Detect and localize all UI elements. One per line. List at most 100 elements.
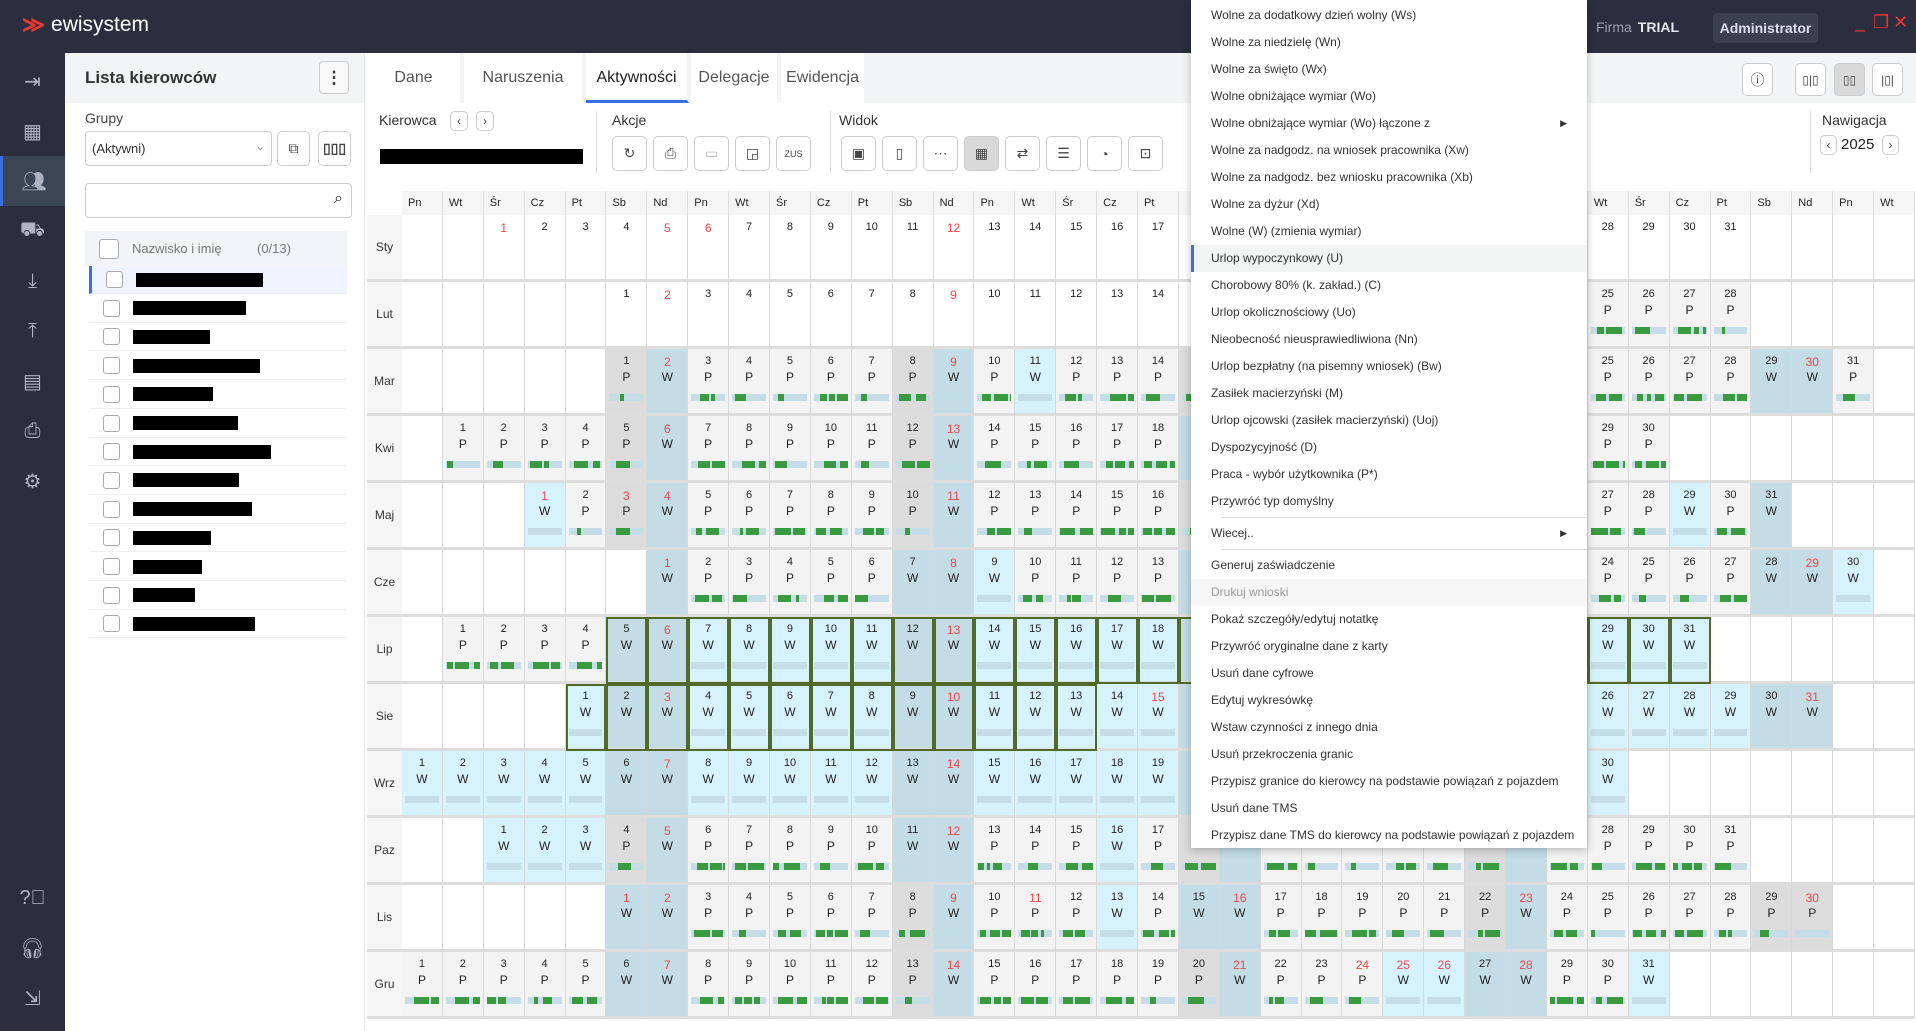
day-cell[interactable]: 14 W: [1097, 684, 1139, 751]
day-cell[interactable]: 4: [606, 215, 648, 282]
day-cell[interactable]: 31 W: [1792, 684, 1834, 751]
day-cell[interactable]: 10 P: [974, 349, 1016, 416]
day-cell[interactable]: 30 P: [1587, 952, 1629, 1019]
day-cell[interactable]: 10 P: [810, 416, 852, 483]
day-cell[interactable]: 13 P: [1097, 349, 1139, 416]
next-driver-button[interactable]: ›: [476, 111, 494, 131]
day-cell[interactable]: 14 W: [933, 952, 975, 1019]
day-cell[interactable]: 6: [810, 282, 852, 349]
day-cell[interactable]: 13 W: [892, 751, 934, 818]
menu-item[interactable]: Wiecej.. ▶: [1191, 520, 1587, 547]
day-cell[interactable]: 28 P: [1710, 885, 1752, 952]
settings-icon[interactable]: ⚙: [23, 470, 42, 493]
day-cell[interactable]: 13 P: [1138, 550, 1179, 617]
search-input[interactable]: ⌕: [85, 183, 352, 218]
menu-item[interactable]: Pokaż szczegóły/edytuj notatkę: [1191, 606, 1587, 633]
day-cell[interactable]: 11 W: [810, 751, 852, 818]
menu-item[interactable]: Nieobecność nieusprawiedliwiona (Nn): [1191, 326, 1587, 353]
day-cell[interactable]: 6: [688, 215, 730, 282]
day-cell[interactable]: 13 P: [1015, 483, 1057, 550]
driver-row[interactable]: [89, 553, 347, 581]
day-cell[interactable]: 13 W: [1097, 885, 1139, 952]
dashboard-icon[interactable]: ▦: [23, 120, 42, 143]
headset-icon[interactable]: 🎧︎: [19, 937, 46, 960]
day-cell[interactable]: 12 W: [933, 818, 975, 885]
list-view-button[interactable]: ☰: [1046, 136, 1081, 171]
day-cell[interactable]: 17 P: [1097, 416, 1139, 483]
day-cell[interactable]: 25 P: [1587, 885, 1629, 952]
menu-item[interactable]: Urlop ojcowski (zasiłek macierzyński) (U…: [1191, 407, 1587, 434]
day-cell[interactable]: 16 P: [1056, 416, 1098, 483]
day-cell[interactable]: 30 P: [1792, 885, 1834, 952]
day-cell[interactable]: 22 P: [1465, 885, 1507, 952]
driver-row[interactable]: [89, 610, 347, 639]
day-cell[interactable]: 14 P: [1015, 818, 1057, 885]
day-cell[interactable]: 19 P: [1342, 885, 1384, 952]
day-cell[interactable]: 29 P: [1546, 952, 1588, 1019]
day-cell[interactable]: 14 P: [1138, 885, 1179, 952]
day-cell[interactable]: 26 W: [1424, 952, 1466, 1019]
driver-checkbox[interactable]: [103, 385, 120, 403]
day-cell[interactable]: 12 W: [851, 751, 893, 818]
day-cell[interactable]: 13 P: [974, 818, 1016, 885]
day-cell[interactable]: 28 W: [1506, 952, 1547, 1019]
day-cell[interactable]: 13 W: [933, 416, 975, 483]
day-cell[interactable]: 27 P: [1710, 550, 1752, 617]
day-cell[interactable]: 28 P: [1628, 483, 1670, 550]
menu-item[interactable]: Przypisz dane TMS do kierowcy na podstaw…: [1191, 822, 1587, 849]
day-cell[interactable]: 28 W: [1751, 550, 1793, 617]
logout-icon[interactable]: ⇥: [24, 70, 41, 93]
day-cell[interactable]: 12 W: [892, 617, 934, 684]
vehicles-icon[interactable]: ⛟: [19, 218, 46, 241]
week-view-button[interactable]: ▯: [882, 136, 917, 171]
layout-left-button[interactable]: ▯|▯: [1795, 63, 1826, 96]
upload-icon[interactable]: ⤒: [28, 319, 37, 342]
day-cell[interactable]: 13: [1097, 282, 1139, 349]
menu-item[interactable]: Wolne za niedzielę (Wn): [1191, 29, 1587, 56]
day-cell[interactable]: 29 P: [1628, 818, 1670, 885]
day-cell[interactable]: 15 P: [974, 952, 1016, 1019]
driver-row[interactable]: [89, 323, 347, 352]
save-button[interactable]: ▭: [694, 136, 729, 171]
day-cell[interactable]: 30 W: [1751, 684, 1793, 751]
day-cell[interactable]: 27 P: [1669, 885, 1711, 952]
day-cell[interactable]: 2: [524, 215, 566, 282]
driver-row[interactable]: [89, 352, 347, 381]
day-cell[interactable]: 10: [974, 282, 1016, 349]
info-button[interactable]: ⓘ: [1742, 63, 1773, 96]
day-cell[interactable]: 11: [1015, 282, 1057, 349]
tab-ewidencja[interactable]: Ewidencja: [781, 53, 866, 103]
day-cell[interactable]: 30 W: [1833, 550, 1875, 617]
day-cell[interactable]: 10 P: [851, 818, 893, 885]
day-cell[interactable]: 2: [647, 282, 689, 349]
day-cell[interactable]: 15 W: [974, 751, 1016, 818]
